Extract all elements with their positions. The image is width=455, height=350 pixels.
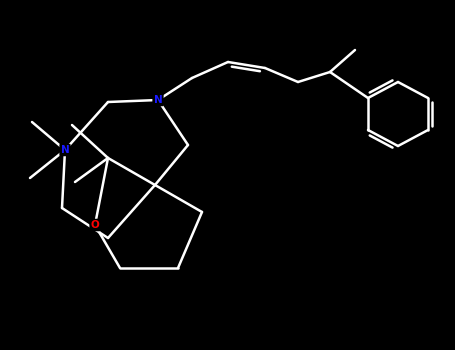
- Text: N: N: [154, 95, 162, 105]
- Text: N: N: [61, 145, 69, 155]
- Text: O: O: [91, 220, 99, 230]
